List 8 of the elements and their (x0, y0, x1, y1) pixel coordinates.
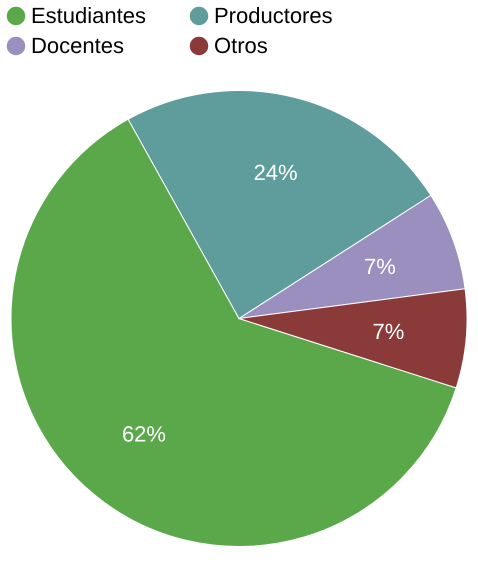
legend-label: Docentes (31, 33, 124, 58)
legend-label: Productores (214, 3, 333, 28)
data-label: 62% (122, 422, 166, 447)
legend-label: Estudiantes (31, 3, 146, 28)
data-label: 7% (372, 318, 404, 344)
data-label: 7% (364, 254, 396, 279)
legend-label: Otros (214, 33, 268, 58)
data-label: 24% (254, 160, 298, 186)
